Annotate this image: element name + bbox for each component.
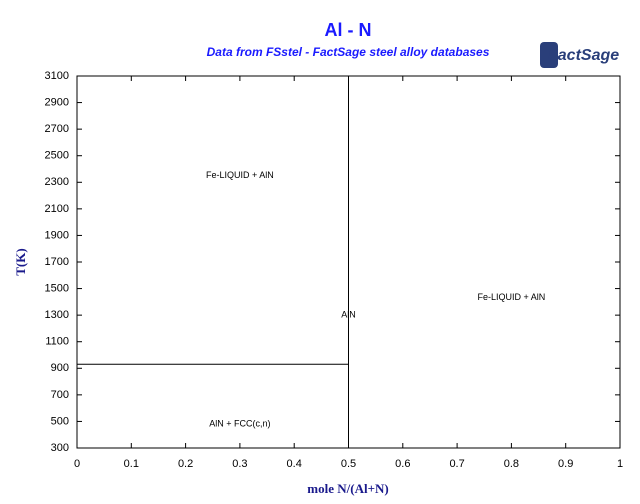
- x-tick-label: 0.1: [124, 458, 139, 470]
- chart-subtitle: Data from FSstel - FactSage steel alloy …: [207, 45, 490, 59]
- y-tick-label: 1900: [45, 229, 69, 241]
- y-tick-label: 700: [51, 389, 69, 401]
- y-tick-label: 1100: [45, 336, 69, 348]
- x-tick-label: 0.2: [178, 458, 193, 470]
- logo: FactSage: [540, 42, 619, 68]
- y-tick-label: 300: [51, 442, 69, 454]
- phase-label: AlN + FCC(c,n): [209, 418, 270, 428]
- x-tick-label: 0.4: [287, 458, 302, 470]
- y-tick-label: 2700: [45, 123, 69, 135]
- y-tick-label: 2100: [45, 203, 69, 215]
- y-axis-label: T(K): [13, 248, 28, 275]
- phase-label: Fe-LIQUID + AlN: [478, 292, 546, 302]
- y-tick-label: 1700: [45, 256, 69, 268]
- x-tick-label: 0.6: [395, 458, 410, 470]
- y-tick-label: 2900: [45, 96, 69, 108]
- phase-label: Fe-LIQUID + AlN: [206, 170, 274, 180]
- x-tick-label: 0.3: [232, 458, 247, 470]
- y-tick-label: 2500: [45, 150, 69, 162]
- y-tick-label: 500: [51, 415, 69, 427]
- chart-title: Al - N: [325, 20, 372, 40]
- phase-label: AlN: [341, 310, 356, 320]
- x-axis-label: mole N/(Al+N): [307, 481, 388, 496]
- x-tick-label: 0.7: [449, 458, 464, 470]
- x-tick-label: 1: [617, 458, 623, 470]
- y-tick-label: 3100: [45, 70, 69, 82]
- x-tick-label: 0.9: [558, 458, 573, 470]
- y-tick-label: 1300: [45, 309, 69, 321]
- y-tick-label: 900: [51, 362, 69, 374]
- x-tick-label: 0: [74, 458, 80, 470]
- logo-text: FactSage: [548, 47, 619, 64]
- y-tick-label: 1500: [45, 282, 69, 294]
- logo-mark: [540, 42, 558, 68]
- x-tick-label: 0.5: [341, 458, 356, 470]
- x-tick-label: 0.8: [504, 458, 519, 470]
- y-tick-label: 2300: [45, 176, 69, 188]
